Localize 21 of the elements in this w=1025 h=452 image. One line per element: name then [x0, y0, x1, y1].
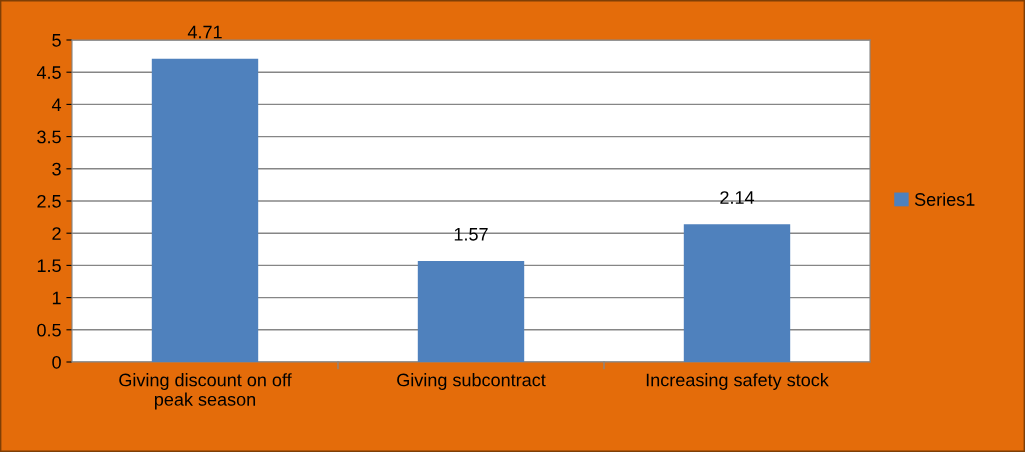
legend-label: Series1 — [914, 192, 975, 206]
bar — [683, 224, 791, 362]
x-tick-label: Giving discount on off peak season — [119, 373, 292, 410]
x-tick-label: Giving subcontract — [397, 373, 546, 390]
data-label: 1.57 — [454, 228, 488, 241]
y-tick-label: 0.5 — [37, 323, 61, 337]
y-tick-label: 1.5 — [37, 259, 61, 273]
y-tick-label: 2 — [52, 227, 61, 240]
y-tick-label: 4.5 — [36, 66, 61, 79]
y-tick-label: 3.5 — [37, 130, 61, 144]
y-tick-label: 5 — [52, 34, 61, 47]
bar — [151, 58, 259, 362]
y-tick-label: 4 — [51, 98, 62, 111]
y-tick-label: 0 — [52, 355, 61, 369]
y-tick-label: 1 — [52, 291, 61, 305]
y-tick-label: 3 — [52, 162, 61, 176]
x-tick-label: Increasing safety stock — [646, 373, 829, 390]
bar — [417, 260, 525, 362]
data-label: 2.14 — [720, 191, 755, 204]
y-tick-label: 2.5 — [37, 194, 61, 208]
data-label: 4.71 — [187, 25, 222, 39]
